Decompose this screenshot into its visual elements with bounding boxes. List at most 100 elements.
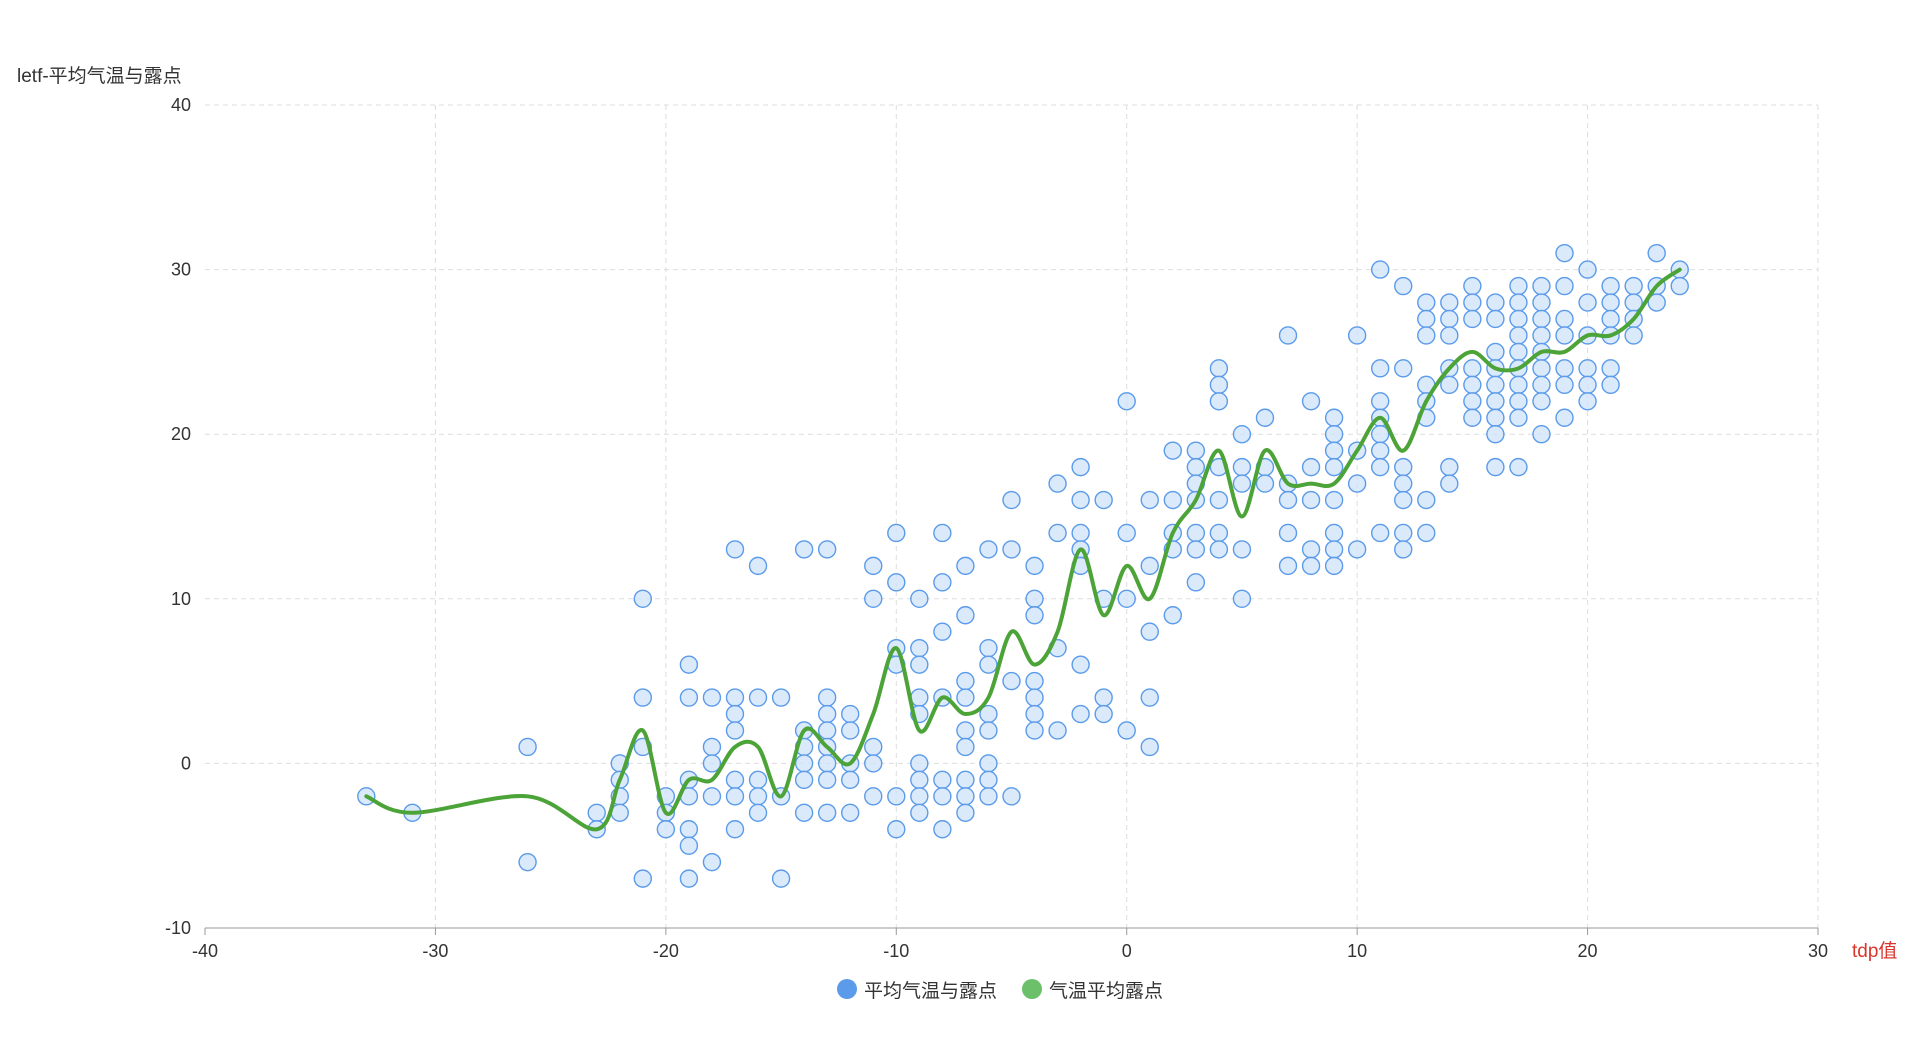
scatter-point [1486, 392, 1505, 411]
legend-item-scatter[interactable]: 平均气温与露点 [837, 979, 997, 1002]
scatter-point [933, 787, 952, 806]
y-tick-label: 10 [171, 589, 191, 609]
scatter-point [1255, 474, 1275, 493]
x-tick-label: -30 [422, 941, 448, 961]
scatter-point [1117, 721, 1136, 740]
scatter-point [1048, 721, 1067, 740]
scatter-point [1186, 457, 1206, 477]
scatter-point [979, 655, 998, 674]
scatter-point [794, 540, 814, 559]
scatter-point [1486, 425, 1505, 444]
scatter-point [1324, 457, 1344, 477]
scatter-point [1463, 276, 1482, 296]
legend-item-line[interactable]: 气温平均露点 [1022, 979, 1163, 1002]
y-tick-label: 40 [171, 95, 191, 115]
scatter-point [1670, 276, 1689, 296]
scatter-point [1255, 408, 1275, 427]
scatter-point [979, 770, 998, 790]
scatter-point [1209, 490, 1229, 510]
scatter-point [1347, 540, 1367, 559]
scatter-point [887, 523, 906, 543]
scatter-point [725, 540, 745, 559]
scatter-point [979, 638, 998, 658]
scatter-point [1347, 326, 1367, 345]
scatter-point [1486, 408, 1505, 427]
scatter-point [725, 770, 745, 790]
scatter-point [864, 787, 883, 806]
scatter-point [1324, 408, 1344, 427]
y-axis-title: letf-平均气温与露点 [17, 65, 182, 87]
scatter-point [702, 852, 722, 872]
scatter-point [1071, 523, 1090, 543]
scatter-point [1002, 540, 1021, 559]
scatter-point [679, 655, 699, 674]
scatter-point [725, 688, 745, 707]
scatter-point [1417, 326, 1436, 345]
scatter-point [817, 540, 837, 559]
scatter-point [1601, 276, 1620, 296]
scatter-point [1301, 540, 1321, 559]
scatter-point [933, 573, 952, 592]
trend-line [364, 267, 1682, 832]
scatter-point [748, 688, 768, 707]
scatter-point [1532, 276, 1551, 296]
scatter-point [1532, 309, 1551, 329]
scatter-point [1163, 606, 1183, 625]
scatter-point [1071, 704, 1090, 724]
scatter-point [1186, 441, 1206, 460]
scatter-point [910, 754, 929, 773]
scatter-point [1048, 474, 1067, 493]
scatter-point [1278, 556, 1298, 576]
scatter-point [1370, 425, 1390, 444]
scatter-point [1394, 490, 1413, 510]
x-tick-label: 20 [1578, 941, 1598, 961]
scatter-point [1440, 474, 1459, 493]
scatter-point [1025, 606, 1044, 625]
x-tick-label: 10 [1347, 941, 1367, 961]
scatter-point [1532, 293, 1551, 312]
scatter-point [956, 770, 975, 790]
x-tick-label: -10 [883, 941, 909, 961]
scatter-point [933, 770, 952, 790]
scatter-point [748, 556, 768, 576]
scatter-point [1186, 540, 1206, 559]
scatter-series [357, 243, 1689, 888]
scatter-point [817, 770, 837, 790]
x-axis-title: tdp值 [1852, 940, 1897, 962]
scatter-point [1532, 359, 1551, 378]
scatter-point [1440, 326, 1459, 345]
scatter-point [1163, 490, 1183, 510]
scatter-point [518, 737, 537, 757]
scatter-point [1140, 622, 1159, 641]
scatter-point [910, 688, 929, 707]
scatter-point [1232, 474, 1252, 493]
scatter-point [1071, 655, 1090, 674]
scatter-point [910, 803, 929, 822]
scatter-point [1025, 556, 1044, 576]
scatter-point [748, 770, 768, 790]
scatter-point [1002, 490, 1021, 510]
scatter-point [1025, 704, 1044, 724]
scatter-point [1140, 737, 1159, 757]
scatter-point [1117, 523, 1136, 543]
scatter-point [1370, 457, 1390, 477]
scatter-point [1601, 309, 1620, 329]
scatter-point [1509, 276, 1528, 296]
scatter-point [1417, 523, 1436, 543]
scatter-point [1440, 457, 1459, 477]
scatter-point [933, 523, 952, 543]
scatter-point [1140, 490, 1159, 510]
scatter-point [1324, 523, 1344, 543]
scatter-point [1440, 309, 1459, 329]
x-tick-label: 30 [1808, 941, 1828, 961]
scatter-point [1463, 293, 1482, 312]
scatter-point [725, 787, 745, 806]
scatter-point [956, 721, 975, 740]
scatter-point [864, 737, 883, 757]
scatter-point [1025, 721, 1044, 740]
legend-line-label: 气温平均露点 [1049, 980, 1163, 1002]
scatter-point [910, 770, 929, 790]
scatter-point [1301, 490, 1321, 510]
x-tick-label: -40 [192, 941, 218, 961]
scatter-point [1532, 425, 1551, 444]
